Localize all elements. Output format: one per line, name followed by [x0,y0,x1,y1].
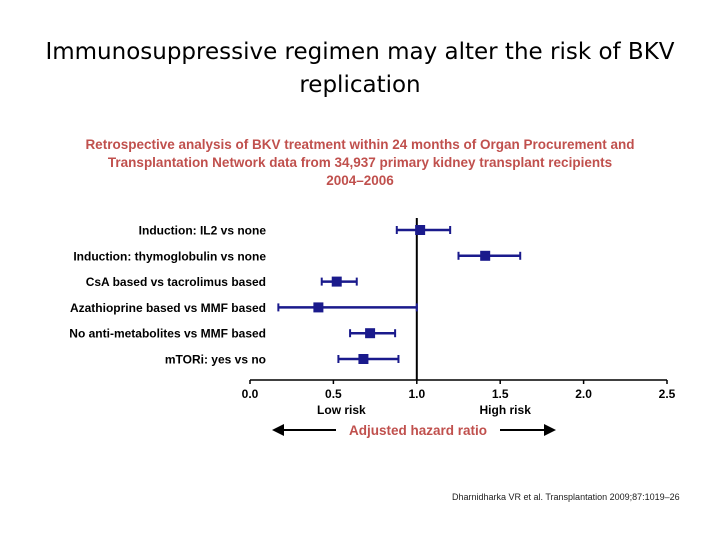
point-estimate-marker [480,250,491,261]
point-estimate-marker [331,276,342,287]
high-risk-label: High risk [480,403,532,417]
row-label: CsA based vs tacrolimus based [86,275,266,289]
forest-marks [277,218,522,380]
x-axis-title: Adjusted hazard ratio [349,423,487,438]
chart-title-line: Retrospective analysis of BKV treatment … [85,137,635,152]
chart-title: Retrospective analysis of BKV treatment … [40,136,680,190]
x-tick-label: 1.0 [408,387,425,401]
row-label: mTORi: yes vs no [165,353,266,367]
point-estimate-marker [415,225,426,235]
low-risk-label: Low risk [317,403,366,417]
x-tick-label: 0.0 [242,387,259,401]
point-estimate-marker [358,354,369,364]
x-tick-label: 2.0 [575,387,592,401]
row-label: Azathioprine based vs MMF based [70,301,266,315]
row-labels: Induction: IL2 vs none Induction: thymogl… [69,224,266,367]
chart-title-line: 2004–2006 [326,173,394,188]
chart-title-line: Transplantation Network data from 34,937… [107,155,613,170]
row-label: No anti-metabolites vs MMF based [69,327,266,341]
arrow-left-head [272,424,284,436]
x-tick-label: 0.5 [325,387,342,401]
arrow-right-head [544,424,556,436]
x-tick-label: 2.5 [659,387,676,401]
axis-annotations: Low risk High risk Adjusted hazard ratio [272,403,556,438]
slide-title: Immunosuppressive regimen may alter the … [0,36,720,102]
citation: Dharnidharka VR et al. Transplantation 2… [452,492,680,502]
slide-title-line: Immunosuppressive regimen may alter the … [45,39,675,65]
point-estimate-marker [365,328,376,339]
x-tick-label: 1.5 [492,387,509,401]
slide-title-line: replication [299,72,421,98]
x-axis: 0.0 0.5 1.0 1.5 2.0 2.5 [242,379,676,401]
point-estimate-marker [313,302,324,313]
row-label: Induction: IL2 vs none [139,224,267,238]
row-label: Induction: thymoglobulin vs none [73,249,266,263]
